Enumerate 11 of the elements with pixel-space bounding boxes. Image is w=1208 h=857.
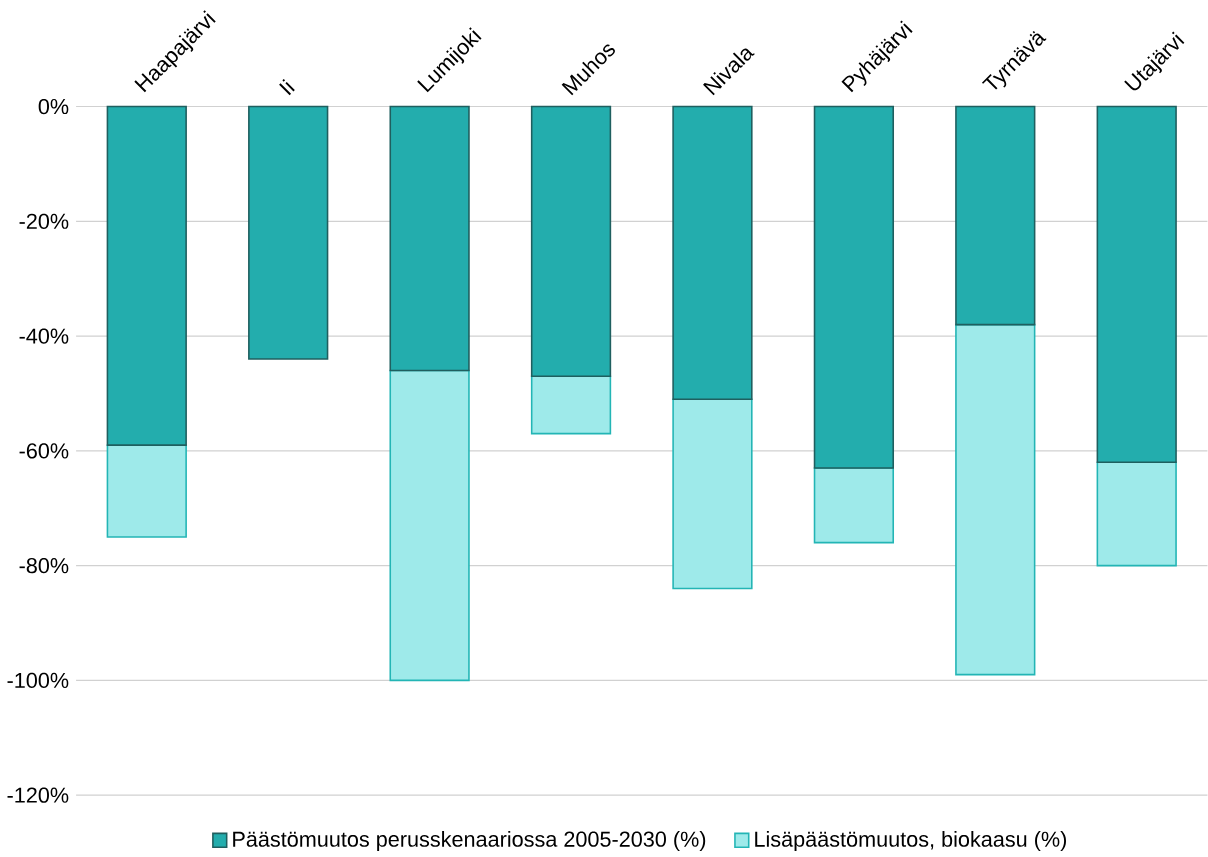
y-tick-label: 0%	[38, 98, 69, 114]
y-tick-label: -120%	[7, 787, 69, 803]
y-tick-label: -20%	[19, 213, 69, 229]
legend-label: Päästömuutos perusskenaariossa 2005-2030 (%)	[233, 830, 706, 851]
y-tick-label: -40%	[19, 328, 69, 344]
y-tick-label: -80%	[19, 557, 69, 574]
legend-label: Lisäpäästömuutos, biokaasu (%)	[755, 830, 1067, 851]
y-tick-label: -60%	[19, 442, 69, 459]
bar	[248, 105, 329, 360]
y-tick-label: -100%	[7, 672, 69, 688]
x-tick-label: Ii	[279, 78, 295, 96]
